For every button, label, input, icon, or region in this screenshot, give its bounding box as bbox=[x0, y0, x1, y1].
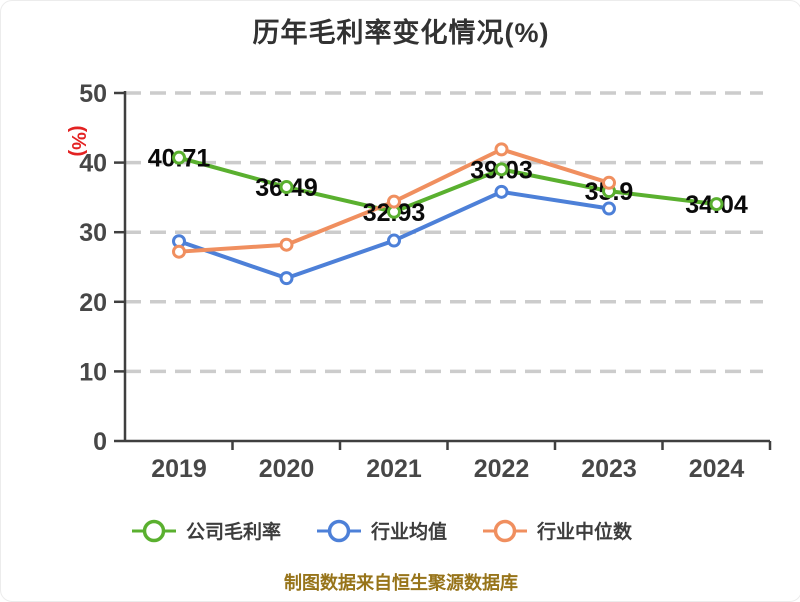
point-industry-median-2021[interactable] bbox=[387, 194, 401, 209]
y-tick-label-20: 20 bbox=[79, 289, 107, 317]
x-tick-label-2020: 2020 bbox=[259, 455, 315, 483]
legend-item-company[interactable]: 公司毛利率 bbox=[130, 517, 281, 544]
legend-item-industry-avg[interactable]: 行业均值 bbox=[315, 517, 447, 544]
legend-item-industry-median[interactable]: 行业中位数 bbox=[481, 517, 632, 544]
data-source-note: 制图数据来自恒生聚源数据库 bbox=[284, 573, 518, 593]
legend-marker-industry-avg-icon bbox=[316, 519, 361, 542]
legend-label-industry-median: 行业中位数 bbox=[537, 522, 633, 543]
y-tick-label-50: 50 bbox=[79, 80, 107, 108]
point-industry-median-2023[interactable] bbox=[602, 175, 616, 190]
x-tick-label-2019: 2019 bbox=[151, 455, 207, 483]
point-company-2019[interactable] bbox=[172, 150, 186, 165]
legend-marker-industry-median-icon bbox=[483, 519, 527, 542]
y-tick-label-40: 40 bbox=[79, 150, 107, 178]
y-tick-label-0: 0 bbox=[93, 428, 107, 456]
chart-legend: 公司毛利率 行业均值 行业中位数 bbox=[1, 517, 761, 544]
legend-marker-company-icon bbox=[131, 519, 176, 542]
legend-label-industry-avg: 行业均值 bbox=[370, 522, 447, 543]
point-industry-median-2022[interactable] bbox=[494, 142, 509, 157]
y-tick-label-10: 10 bbox=[79, 358, 107, 386]
point-company-2022[interactable] bbox=[494, 162, 509, 177]
series-line-company bbox=[177, 155, 719, 214]
chart-title: 历年毛利率变化情况(%) bbox=[252, 18, 550, 48]
point-industry-avg-2022[interactable] bbox=[494, 184, 509, 199]
legend-label-company: 公司毛利率 bbox=[185, 522, 281, 543]
point-company-2024[interactable] bbox=[709, 197, 724, 212]
point-industry-avg-2020[interactable] bbox=[279, 271, 294, 286]
point-industry-avg-2023[interactable] bbox=[602, 201, 616, 216]
x-tick-label-2023: 2023 bbox=[581, 455, 637, 483]
x-tick-label-2022: 2022 bbox=[474, 455, 530, 483]
point-industry-avg-2021[interactable] bbox=[387, 233, 401, 248]
y-tick-label-30: 30 bbox=[79, 219, 107, 247]
line-chart-canvas: 0102030405020192020202120222023202440.71… bbox=[79, 80, 772, 483]
point-company-2020[interactable] bbox=[279, 180, 294, 195]
x-tick-label-2024: 2024 bbox=[689, 455, 745, 483]
x-tick-label-2021: 2021 bbox=[366, 455, 422, 483]
point-industry-median-2020[interactable] bbox=[279, 237, 294, 252]
point-industry-median-2019[interactable] bbox=[172, 244, 186, 259]
